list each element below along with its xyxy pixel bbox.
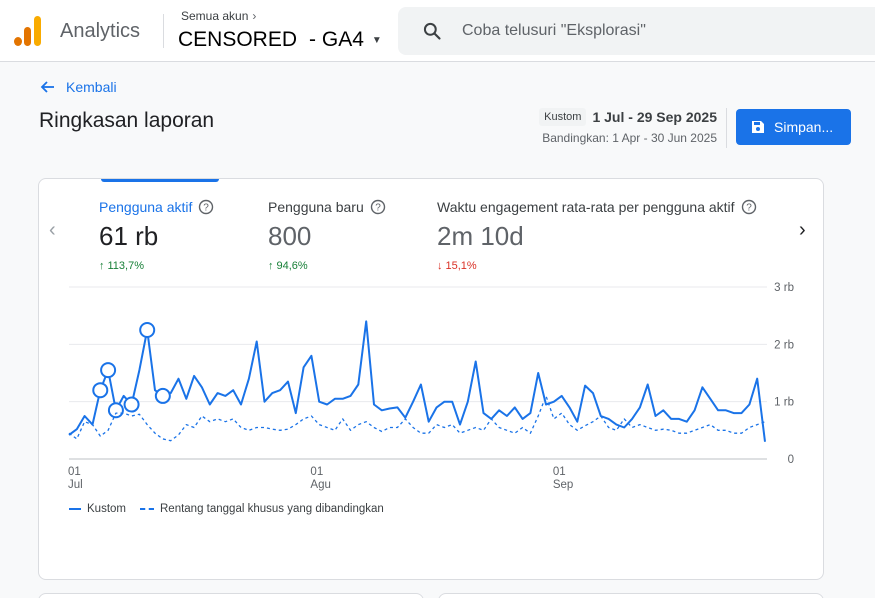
search-icon [423, 22, 441, 40]
metric-value: 2m 10d [437, 221, 524, 251]
summary-card: ‹ › Pengguna aktif ? 61 rb ↑ 113,7% Peng… [38, 178, 824, 580]
legend-item-comparison[interactable]: Rentang tanggal khusus yang dibandingkan [140, 503, 384, 515]
y-tick-label: 0 [788, 454, 794, 466]
comparison-series-line [68, 395, 766, 442]
metric-engagement-time[interactable]: Waktu engagement rata-rata per pengguna … [437, 199, 757, 272]
save-icon [752, 121, 764, 133]
x-tick-month: Jul [68, 479, 83, 491]
y-tick-label: 2 rb [774, 339, 794, 351]
date-range-picker[interactable]: Kustom 1 Jul - 29 Sep 2025 Bandingkan: 1… [539, 108, 717, 145]
x-tick-day: 01 [310, 466, 323, 478]
data-point-marker [107, 402, 124, 419]
arrow-up-icon: ↑ [99, 260, 105, 272]
legend-swatch-solid [69, 508, 81, 510]
x-tick-month: Agu [310, 479, 330, 491]
svg-text:?: ? [204, 203, 210, 214]
save-label: Simpan... [774, 119, 834, 135]
save-button[interactable]: Simpan... [736, 109, 851, 145]
current-series-line [68, 320, 766, 442]
property-name: CENSORED [178, 28, 298, 51]
help-icon[interactable]: ? [741, 199, 757, 215]
date-chip: Kustom [539, 108, 587, 126]
metric-label: Pengguna aktif [99, 199, 193, 215]
svg-text:?: ? [746, 203, 752, 214]
y-tick-label: 3 rb [774, 282, 794, 294]
svg-text:?: ? [375, 203, 381, 214]
metric-label: Waktu engagement rata-rata per pengguna … [437, 199, 735, 215]
data-point-marker [100, 362, 117, 379]
arrow-left-icon [40, 81, 54, 93]
metric-new-users[interactable]: Pengguna baru ? 800 ↑ 94,6% [268, 199, 386, 272]
active-tab-indicator [101, 179, 219, 182]
metric-value: 800 [268, 221, 312, 251]
x-tick-month: Sep [553, 479, 573, 491]
metric-delta: 113,7% [107, 260, 145, 272]
account-breadcrumb[interactable]: Semua akun › [181, 9, 256, 23]
chevron-right-icon[interactable]: › [799, 219, 806, 241]
metric-value: 61 rb [99, 221, 159, 251]
metric-active-users[interactable]: Pengguna aktif ? 61 rb ↑ 113,7% [99, 199, 214, 272]
property-suffix: - GA4 [309, 28, 364, 51]
back-label: Kembali [66, 79, 117, 95]
account-label: Semua akun [181, 9, 249, 23]
chevron-left-icon[interactable]: ‹ [49, 219, 56, 241]
search-placeholder: Coba telusuri "Eksplorasi" [462, 22, 646, 39]
data-point-marker [92, 382, 109, 399]
arrow-down-icon: ↓ [437, 260, 443, 272]
chart-legend: Kustom Rentang tanggal khusus yang diban… [69, 503, 384, 515]
compare-range-text: Bandingkan: 1 Apr - 30 Jun 2025 [542, 131, 717, 145]
legend-swatch-dashed [140, 508, 154, 510]
x-tick-day: 01 [553, 466, 566, 478]
help-icon[interactable]: ? [198, 199, 214, 215]
secondary-card [438, 593, 824, 598]
data-point-marker [123, 396, 140, 413]
top-bar: Analytics Semua akun › CENSORED - GA4 ▼ … [0, 0, 875, 62]
data-point-marker [154, 387, 171, 404]
back-link[interactable]: Kembali [40, 79, 117, 95]
date-divider [726, 108, 727, 148]
secondary-card [38, 593, 424, 598]
metric-label: Pengguna baru [268, 199, 364, 215]
search-input[interactable]: Coba telusuri "Eksplorasi" [398, 7, 875, 55]
data-point-marker [139, 322, 156, 338]
legend-label: Rentang tanggal khusus yang dibandingkan [160, 503, 384, 515]
legend-label: Kustom [87, 503, 126, 515]
caret-down-icon: ▼ [371, 34, 382, 46]
y-tick-label: 1 rb [774, 397, 794, 409]
header-divider [163, 14, 164, 48]
legend-item-current[interactable]: Kustom [69, 503, 126, 515]
metric-delta: 94,6% [276, 260, 308, 272]
chevron-right-icon: › [252, 9, 257, 23]
app-name: Analytics [60, 20, 141, 42]
date-range-text: 1 Jul - 29 Sep 2025 [592, 109, 717, 125]
property-selector[interactable]: CENSORED - GA4 ▼ [178, 28, 382, 52]
analytics-logo-icon[interactable] [14, 16, 42, 46]
help-icon[interactable]: ? [370, 199, 386, 215]
x-tick-day: 01 [68, 466, 81, 478]
metric-delta: 15,1% [445, 260, 477, 272]
arrow-up-icon: ↑ [268, 260, 274, 272]
page-title: Ringkasan laporan [39, 109, 215, 132]
